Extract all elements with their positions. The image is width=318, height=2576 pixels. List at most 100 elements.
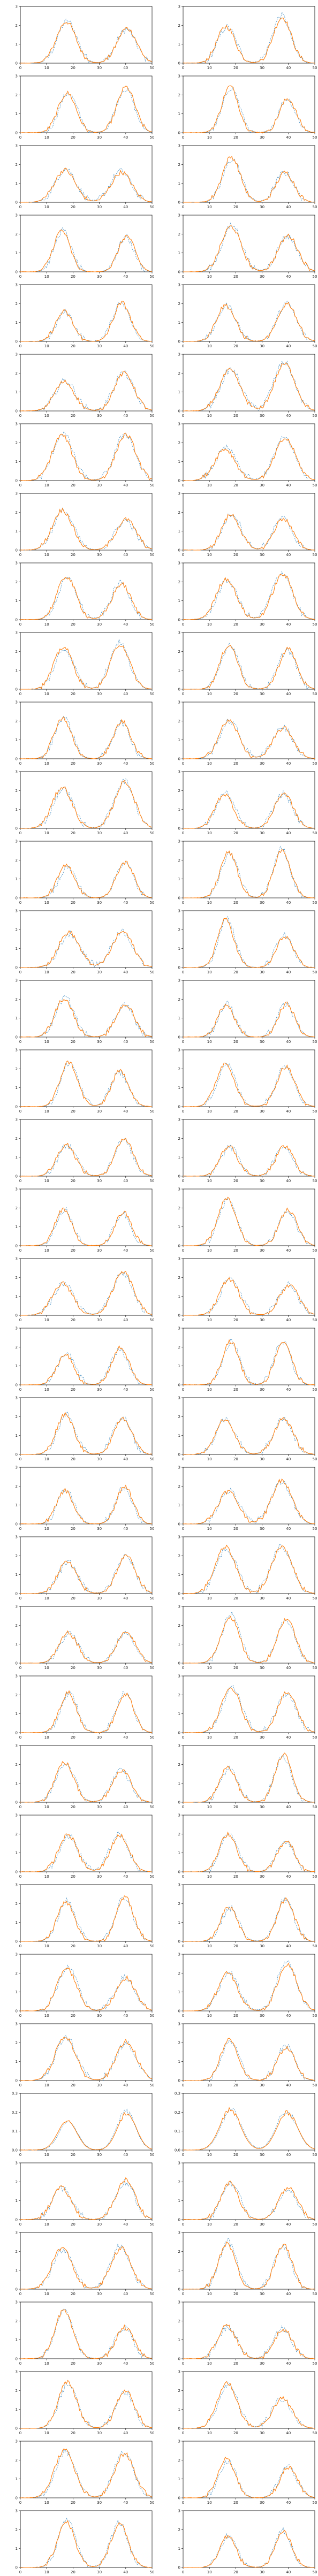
x-tick-label: 20 bbox=[233, 1388, 238, 1392]
x-tick-label: 0 bbox=[182, 275, 184, 279]
x-tick-label: 40 bbox=[123, 66, 128, 70]
panel-frame bbox=[183, 1606, 315, 1664]
y-tick-label: 0 bbox=[178, 2357, 180, 2361]
series-a-line bbox=[20, 1207, 153, 1246]
x-tick-label: 20 bbox=[233, 135, 238, 140]
x-tick-label: 10 bbox=[44, 1666, 49, 1670]
y-tick-label: 0 bbox=[178, 62, 180, 66]
series-b-line bbox=[183, 302, 315, 342]
panel-r32-c2: 0 10 20 30 40 50 0 1 2 3 bbox=[178, 2161, 317, 2227]
y-tick-label: 2 bbox=[178, 1276, 180, 1280]
y-tick-label: 3 bbox=[178, 1327, 180, 1331]
x-tick-label: 10 bbox=[44, 2570, 49, 2574]
panel-frame bbox=[183, 702, 315, 759]
panel-r17-c1: 0 10 20 30 40 50 0 1 2 3 bbox=[16, 1118, 155, 1184]
x-tick-label: 20 bbox=[71, 66, 75, 70]
series-b-line bbox=[20, 1060, 153, 1107]
y-tick-label: 2 bbox=[16, 2250, 18, 2254]
x-tick-label: 10 bbox=[44, 692, 49, 696]
x-tick-label: 20 bbox=[71, 2361, 75, 2366]
x-tick-label: 20 bbox=[233, 1596, 238, 1601]
x-tick-label: 20 bbox=[233, 66, 238, 70]
x-tick-label: 30 bbox=[260, 761, 264, 766]
panel-r29-c2: 0 10 20 30 40 50 0 1 2 3 bbox=[178, 1953, 317, 2018]
panel-r5-c2: 0 10 20 30 40 50 0 1 2 3 bbox=[178, 283, 317, 349]
panel-r19-c1: 0 10 20 30 40 50 0 1 2 3 bbox=[16, 1257, 155, 1323]
panel-r28-c1: 0 10 20 30 40 50 0 1 2 3 bbox=[16, 1883, 155, 1949]
y-tick-label: 1 bbox=[16, 1712, 18, 1716]
x-tick-label: 20 bbox=[71, 1248, 75, 1253]
series-a-line bbox=[20, 2035, 153, 2082]
y-tick-label: 0 bbox=[178, 1383, 180, 1388]
y-tick-label: 1 bbox=[178, 251, 180, 255]
x-tick-label: 0 bbox=[182, 761, 184, 766]
x-tick-label: 10 bbox=[44, 1805, 49, 1809]
x-tick-label: 10 bbox=[44, 970, 49, 974]
y-tick-label: 2 bbox=[178, 789, 180, 793]
x-tick-label: 0 bbox=[182, 1944, 184, 1948]
x-tick-label: 20 bbox=[71, 2292, 75, 2296]
x-tick-label: 20 bbox=[233, 2501, 238, 2505]
x-tick-label: 0 bbox=[19, 275, 21, 279]
series-a-line bbox=[20, 227, 153, 272]
y-tick-label: 0 bbox=[178, 2009, 180, 2014]
y-tick-label: 1 bbox=[178, 2060, 180, 2064]
y-tick-label: 2 bbox=[178, 1763, 180, 1767]
x-tick-label: 50 bbox=[313, 135, 317, 140]
y-tick-label: 2 bbox=[178, 580, 180, 584]
panel-r27-c2: 0 10 20 30 40 50 0 1 2 3 bbox=[178, 1813, 317, 1879]
x-tick-label: 0 bbox=[182, 2361, 184, 2366]
y-tick-label: 1 bbox=[178, 807, 180, 812]
x-tick-label: 20 bbox=[233, 205, 238, 209]
x-tick-label: 0 bbox=[182, 2083, 184, 2087]
x-tick-label: 30 bbox=[260, 1040, 264, 1044]
x-tick-label: 20 bbox=[233, 901, 238, 905]
series-a-line bbox=[20, 1412, 153, 1455]
series-a-line bbox=[183, 1276, 315, 1316]
y-tick-label: 3 bbox=[178, 74, 180, 79]
x-tick-label: 10 bbox=[44, 414, 49, 418]
y-tick-label: 2 bbox=[16, 1484, 18, 1489]
panel-r22-c2: 0 10 20 30 40 50 0 1 2 3 bbox=[178, 1466, 317, 1531]
x-tick-label: 30 bbox=[260, 1874, 264, 1879]
y-tick-label: 2 bbox=[178, 1832, 180, 1836]
series-a-line bbox=[183, 845, 315, 898]
x-tick-label: 10 bbox=[44, 901, 49, 905]
y-tick-label: 3 bbox=[178, 1187, 180, 1192]
series-b-line bbox=[20, 2380, 153, 2429]
y-tick-label: 3 bbox=[178, 2161, 180, 2166]
series-a-line bbox=[183, 1960, 315, 2011]
series-a-line bbox=[20, 431, 153, 481]
y-tick-label: 2 bbox=[16, 1067, 18, 1071]
panel-frame bbox=[183, 2301, 315, 2359]
x-tick-label: 20 bbox=[233, 622, 238, 627]
panel-r4-c2: 0 10 20 30 40 50 0 1 2 3 bbox=[178, 214, 317, 279]
series-b-line bbox=[183, 362, 315, 411]
y-tick-label: 2 bbox=[16, 1137, 18, 1141]
y-tick-label: 2 bbox=[16, 1206, 18, 1210]
x-tick-label: 0 bbox=[19, 205, 21, 209]
x-tick-label: 30 bbox=[97, 1666, 102, 1670]
x-tick-label: 20 bbox=[233, 692, 238, 696]
series-a-line bbox=[183, 2325, 315, 2359]
x-tick-label: 40 bbox=[123, 1735, 128, 1740]
y-tick-label: 0 bbox=[16, 2218, 18, 2222]
x-tick-label: 20 bbox=[71, 1457, 75, 1461]
x-tick-label: 40 bbox=[286, 1527, 291, 1531]
x-tick-label: 40 bbox=[123, 1666, 128, 1670]
x-tick-label: 20 bbox=[71, 2083, 75, 2087]
y-tick-label: 2 bbox=[16, 1902, 18, 1906]
panel-frame bbox=[20, 1606, 153, 1664]
x-tick-label: 20 bbox=[71, 2431, 75, 2435]
series-a-line bbox=[20, 2179, 153, 2220]
x-tick-label: 0 bbox=[182, 1109, 184, 1114]
x-tick-label: 30 bbox=[260, 553, 264, 557]
y-tick-label: 0 bbox=[16, 2566, 18, 2570]
series-a-line bbox=[183, 11, 315, 64]
y-tick-label: 1 bbox=[16, 1225, 18, 1229]
y-tick-label: 1 bbox=[178, 181, 180, 186]
x-tick-label: 0 bbox=[19, 1527, 21, 1531]
y-tick-label: 1 bbox=[178, 2268, 180, 2273]
panel-r7-c1: 0 10 20 30 40 50 0 1 2 3 bbox=[16, 422, 155, 488]
